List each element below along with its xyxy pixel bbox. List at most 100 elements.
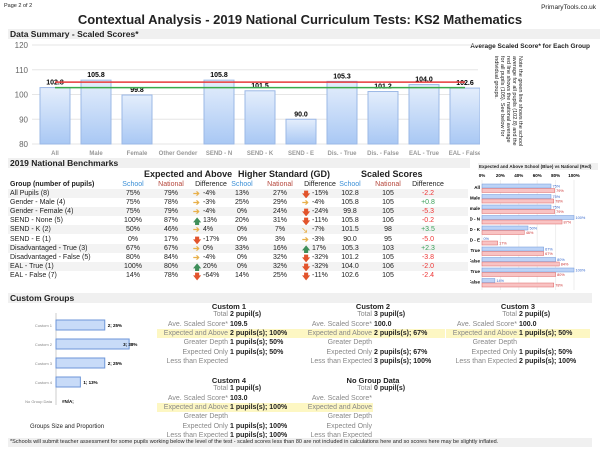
difference-value: 20% [203, 262, 218, 270]
highlight-band [446, 328, 590, 338]
data-label: 2; 25% [108, 361, 122, 366]
table-row [8, 225, 468, 235]
data-label: 67% [545, 252, 553, 256]
category-label: EAL - True [470, 269, 480, 274]
bar-school [481, 267, 575, 273]
bar-national [481, 261, 560, 267]
difference-value: +3.5 [421, 226, 435, 234]
data-label: 79% [556, 189, 564, 193]
right-arrow-icon: ➔ [302, 198, 309, 208]
difference-value: -2.4 [421, 271, 435, 279]
up-arrow-icon: 🡅 [193, 262, 202, 272]
row-value: 1 pupils(s); 50% [519, 348, 573, 356]
national-value: 27% [272, 190, 287, 197]
school-value: 100% [124, 217, 142, 225]
right-arrow-icon: ➔ [193, 198, 200, 208]
data-label: 1; 13% [83, 380, 97, 385]
data-label: 104.0 [415, 77, 433, 84]
up-arrow-icon: 🡅 [302, 244, 311, 254]
data-label: 75% [553, 185, 561, 189]
bar-national [481, 230, 525, 235]
school-value: 67% [125, 244, 140, 252]
national-value: 80% [163, 262, 178, 270]
data-label: 87% [564, 221, 572, 225]
group-name: Gender - Male (4) [10, 199, 66, 207]
data-label: 79% [556, 210, 564, 214]
down-arrow-icon: 🡇 [302, 217, 311, 227]
difference-value: -4% [203, 208, 216, 216]
row-value: 3 pupils(s); 100% [374, 357, 432, 365]
row-value: 2 pupils(s); 67% [374, 348, 428, 356]
row-value: 2 pupils(s); 100% [230, 329, 288, 337]
national-value: 105 [382, 253, 394, 261]
x-tick-label: All [51, 151, 59, 157]
footnote: *Schools will submit teacher assessment … [8, 438, 592, 447]
data-label: 80% [557, 273, 565, 277]
x-tick-label: SEND - N [206, 151, 232, 157]
row-label: Less than Expected [166, 431, 229, 439]
x-tick-label: 60% [533, 173, 542, 178]
data-label: 17% [499, 242, 507, 246]
row-label: Total [502, 311, 517, 319]
difference-value: 17% [312, 244, 327, 252]
national-value: 32% [272, 262, 287, 270]
category-label: All [474, 185, 480, 190]
row-value: 2 pupil(s) [519, 311, 551, 319]
school-value: 105.8 [341, 199, 359, 207]
downright-arrow-icon: 🡖 [302, 226, 308, 236]
y-tick-label: 120 [15, 41, 29, 50]
x-tick-label: SEND - E [288, 151, 314, 157]
difference-value: -5.3 [421, 208, 435, 216]
bar [285, 118, 317, 145]
category-label: Custom 3 [35, 361, 53, 366]
brand: PrimaryTools.co.uk [541, 4, 596, 11]
row-label: Expected and Above [307, 329, 372, 337]
school-value: 75% [125, 208, 140, 216]
group-name: EAL - True (1) [10, 262, 54, 270]
data-label: 80% [557, 258, 565, 262]
school-value: 25% [234, 199, 249, 207]
bar-school [481, 278, 496, 283]
table-row [8, 207, 468, 217]
school-value: 0% [127, 235, 139, 243]
table-row [8, 216, 468, 226]
data-label: 78% [555, 284, 563, 288]
difference-value: -3% [312, 235, 325, 243]
right-arrow-icon: ➔ [193, 225, 200, 235]
national-value: 103 [382, 244, 394, 252]
school-value: 100% [124, 262, 142, 270]
row-value: 1 pupil(s) [230, 385, 262, 393]
difference-value: -2.2 [421, 190, 435, 197]
custom-block-title: Custom 3 [500, 302, 536, 311]
school-value: 102.8 [341, 190, 359, 197]
category-label: Custom 4 [35, 380, 53, 385]
row-value: 109.5 [230, 320, 248, 328]
x-tick-label: Other Gender [159, 151, 198, 157]
bar [121, 94, 153, 145]
national-header: National [267, 181, 293, 188]
y-tick-label: 110 [15, 66, 28, 75]
school-value: 75% [125, 190, 140, 197]
national-value: 105 [382, 190, 394, 197]
data-label: 105.3 [333, 73, 351, 80]
bar [55, 357, 106, 369]
bar-school [481, 257, 556, 262]
x-tick-label: EAL - False [449, 151, 480, 157]
bar [55, 338, 130, 350]
difference-value: -4% [203, 253, 216, 261]
data-label: 2; 25% [108, 323, 122, 328]
school-value: 99.8 [343, 208, 357, 216]
national-header: National [158, 181, 184, 188]
bar-national [481, 240, 498, 246]
category-label: SEND - N [470, 217, 480, 222]
right-arrow-icon: ➔ [193, 252, 200, 262]
row-value: 2 pupils(s); 100% [519, 357, 577, 365]
row-label: Ave. Scaled Score* [456, 320, 517, 328]
school-value: 0% [236, 226, 248, 234]
bar-national [481, 282, 555, 288]
category-label: Female [470, 206, 480, 211]
down-arrow-icon: 🡇 [302, 208, 311, 218]
national-value: 3% [274, 235, 286, 243]
bar-school [481, 204, 552, 210]
difference-header: Difference [304, 181, 336, 188]
